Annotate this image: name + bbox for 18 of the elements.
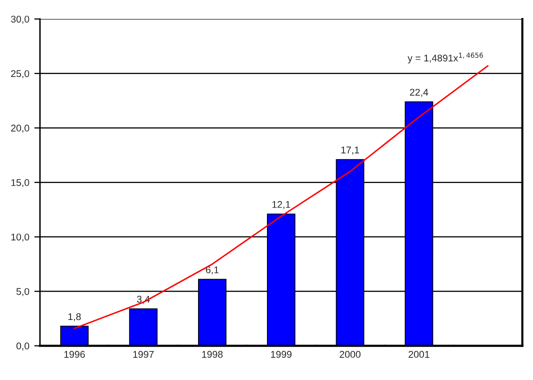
x-tick-label: 2000 bbox=[340, 350, 360, 358]
data-label: 12,1 bbox=[272, 201, 290, 210]
y-tick-label: 30,0 bbox=[11, 16, 30, 24]
x-tick-label: 1997 bbox=[133, 350, 154, 358]
y-tick-label: 5,0 bbox=[16, 288, 30, 296]
x-tick-label: 1996 bbox=[64, 350, 85, 358]
y-tick-label: 10,0 bbox=[11, 234, 30, 242]
x-tick-label: 1999 bbox=[271, 350, 292, 358]
annotation: y = 1,4891x$^{1,4656}$ bbox=[408, 52, 483, 64]
y-tick-label: 0,0 bbox=[16, 342, 30, 351]
data-label: 17,1 bbox=[341, 146, 360, 155]
y-tick-label: 15,0 bbox=[11, 179, 30, 188]
data-label: 1,8 bbox=[68, 313, 81, 322]
x-tick-label: 1998 bbox=[202, 350, 223, 358]
data-label: 22,4 bbox=[410, 88, 428, 97]
x-tick-label: 2001 bbox=[408, 350, 430, 358]
y-tick-label: 25,0 bbox=[11, 70, 30, 78]
y-tick-label: 20,0 bbox=[11, 124, 30, 133]
